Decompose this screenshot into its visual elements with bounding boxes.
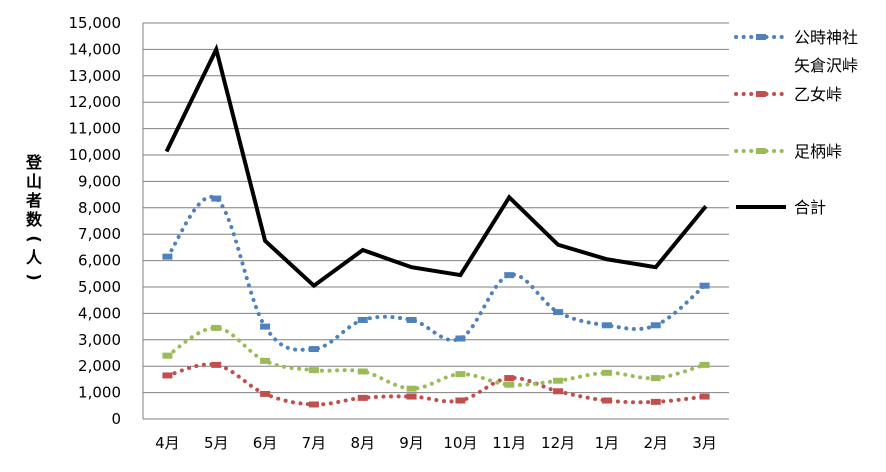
data-point: [406, 317, 417, 323]
y-tick-label: 14,000: [69, 40, 122, 58]
x-tick-label: 5月: [204, 434, 229, 452]
y-tick-label: 15,000: [69, 14, 122, 32]
x-tick-label: 3月: [692, 434, 717, 452]
legend-label: 足柄峠: [794, 142, 842, 161]
legend-label: 公時神社: [794, 28, 858, 47]
y-tick-label: 2,000: [78, 357, 121, 375]
y-tick-label: 6,000: [78, 252, 121, 270]
data-point: [553, 377, 564, 384]
y-label-char: 数: [26, 210, 43, 229]
series-line: [165, 325, 707, 391]
y-label-char: 山: [26, 172, 42, 191]
data-point: [162, 253, 173, 260]
data-point: [162, 352, 173, 359]
y-tick-labels: 0 1,000 2,000 3,000 4,000 5,000 6,000 7,000 8,00…: [69, 14, 122, 428]
data-point: [455, 335, 466, 342]
data-point: [699, 361, 710, 368]
data-point: [504, 375, 515, 382]
data-point: [308, 346, 319, 353]
data-point: [699, 393, 710, 400]
y-tick-label: 8,000: [78, 199, 121, 217]
data-point: [601, 369, 612, 376]
y-tick-label: 1,000: [78, 384, 121, 402]
data-point: [357, 317, 368, 323]
data-point: [699, 282, 710, 289]
y-tick-label: 13,000: [69, 67, 122, 85]
x-tick-label: 1月: [595, 434, 620, 452]
legend-label: 矢倉沢峠: [794, 56, 858, 75]
x-tick-label: 7月: [302, 434, 327, 452]
y-tick-label: 12,000: [69, 93, 122, 111]
data-point: [308, 401, 319, 408]
data-point: [553, 309, 564, 316]
y-tick-label: 7,000: [78, 225, 121, 243]
legend-label: 合計: [794, 198, 826, 217]
y-tick-label: 4,000: [78, 304, 121, 322]
data-point: [601, 397, 612, 404]
data-point: [260, 323, 271, 330]
series-lines: [162, 43, 710, 408]
data-point: [260, 390, 271, 397]
legend-marker: [756, 148, 766, 154]
legend-label: 乙女峠: [794, 85, 842, 104]
y-tick-label: 3,000: [78, 331, 121, 349]
data-point: [162, 372, 173, 379]
x-tick-label: 11月: [492, 434, 526, 452]
y-tick-label: 10,000: [69, 146, 122, 164]
y-label-char: 人: [26, 248, 43, 267]
series-line: [164, 43, 708, 289]
x-tick-label: 6月: [253, 434, 278, 452]
data-point: [650, 322, 661, 329]
x-tick-labels: 4月 5月 6月 7月 8月 9月 10月 11月 12月 1月 2月 3月: [155, 434, 717, 452]
y-label-char: (: [25, 235, 44, 242]
data-point: [601, 322, 612, 329]
data-point: [455, 397, 466, 404]
data-point: [504, 381, 515, 388]
legend-marker: [756, 91, 766, 97]
data-point: [211, 361, 222, 368]
data-point: [553, 388, 564, 395]
y-tick-label: 5,000: [78, 278, 121, 296]
y-label-char: ): [25, 273, 44, 280]
data-point: [211, 195, 222, 202]
y-tick-label: 0: [111, 410, 121, 428]
x-tick-label: 8月: [350, 434, 375, 452]
x-tick-label: 2月: [643, 434, 668, 452]
legend-marker: [756, 34, 766, 40]
grid-lines: [142, 22, 729, 420]
data-point: [455, 371, 466, 378]
y-label-char: 者: [25, 191, 42, 210]
x-tick-label: 12月: [541, 434, 575, 452]
data-point: [357, 394, 368, 401]
data-point: [406, 393, 417, 400]
svg-text:(: (: [25, 235, 44, 242]
y-tick-label: 9,000: [78, 172, 121, 190]
data-point: [406, 385, 417, 392]
data-point: [504, 272, 515, 279]
x-tick-label: 4月: [155, 434, 180, 452]
data-point: [211, 324, 222, 331]
data-point: [650, 398, 661, 405]
data-point: [357, 368, 368, 375]
y-tick-label: 11,000: [69, 120, 122, 138]
x-tick-label: 9月: [399, 434, 424, 452]
svg-text:): ): [25, 273, 44, 280]
data-point: [650, 375, 661, 382]
series-line: [165, 194, 707, 352]
y-label-char: 登: [25, 153, 43, 172]
x-tick-label: 10月: [443, 434, 477, 452]
series-line: [165, 362, 707, 407]
data-point: [260, 357, 271, 364]
data-point: [308, 367, 319, 374]
